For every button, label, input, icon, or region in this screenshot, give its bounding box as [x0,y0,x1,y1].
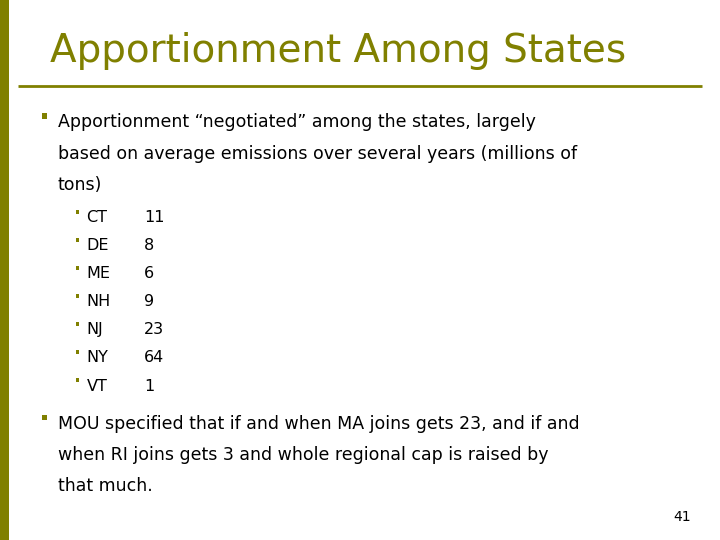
Text: 41: 41 [674,510,691,524]
Text: tons): tons) [58,176,102,194]
Text: 8: 8 [144,238,154,253]
Text: ME: ME [86,266,110,281]
Text: Apportionment “negotiated” among the states, largely: Apportionment “negotiated” among the sta… [58,113,536,131]
Text: VT: VT [86,379,107,394]
Text: 64: 64 [144,350,164,366]
Text: 23: 23 [144,322,164,338]
Text: 11: 11 [144,210,164,225]
Text: Apportionment Among States: Apportionment Among States [50,32,626,70]
Text: CT: CT [86,210,107,225]
Text: NJ: NJ [86,322,103,338]
Text: 9: 9 [144,294,154,309]
Text: 6: 6 [144,266,154,281]
Text: based on average emissions over several years (millions of: based on average emissions over several … [58,145,577,163]
Text: 1: 1 [144,379,154,394]
Text: when RI joins gets 3 and whole regional cap is raised by: when RI joins gets 3 and whole regional … [58,446,548,464]
Text: DE: DE [86,238,109,253]
Text: that much.: that much. [58,477,153,495]
Text: MOU specified that if and when MA joins gets 23, and if and: MOU specified that if and when MA joins … [58,415,579,433]
Text: NH: NH [86,294,111,309]
Text: NY: NY [86,350,108,366]
